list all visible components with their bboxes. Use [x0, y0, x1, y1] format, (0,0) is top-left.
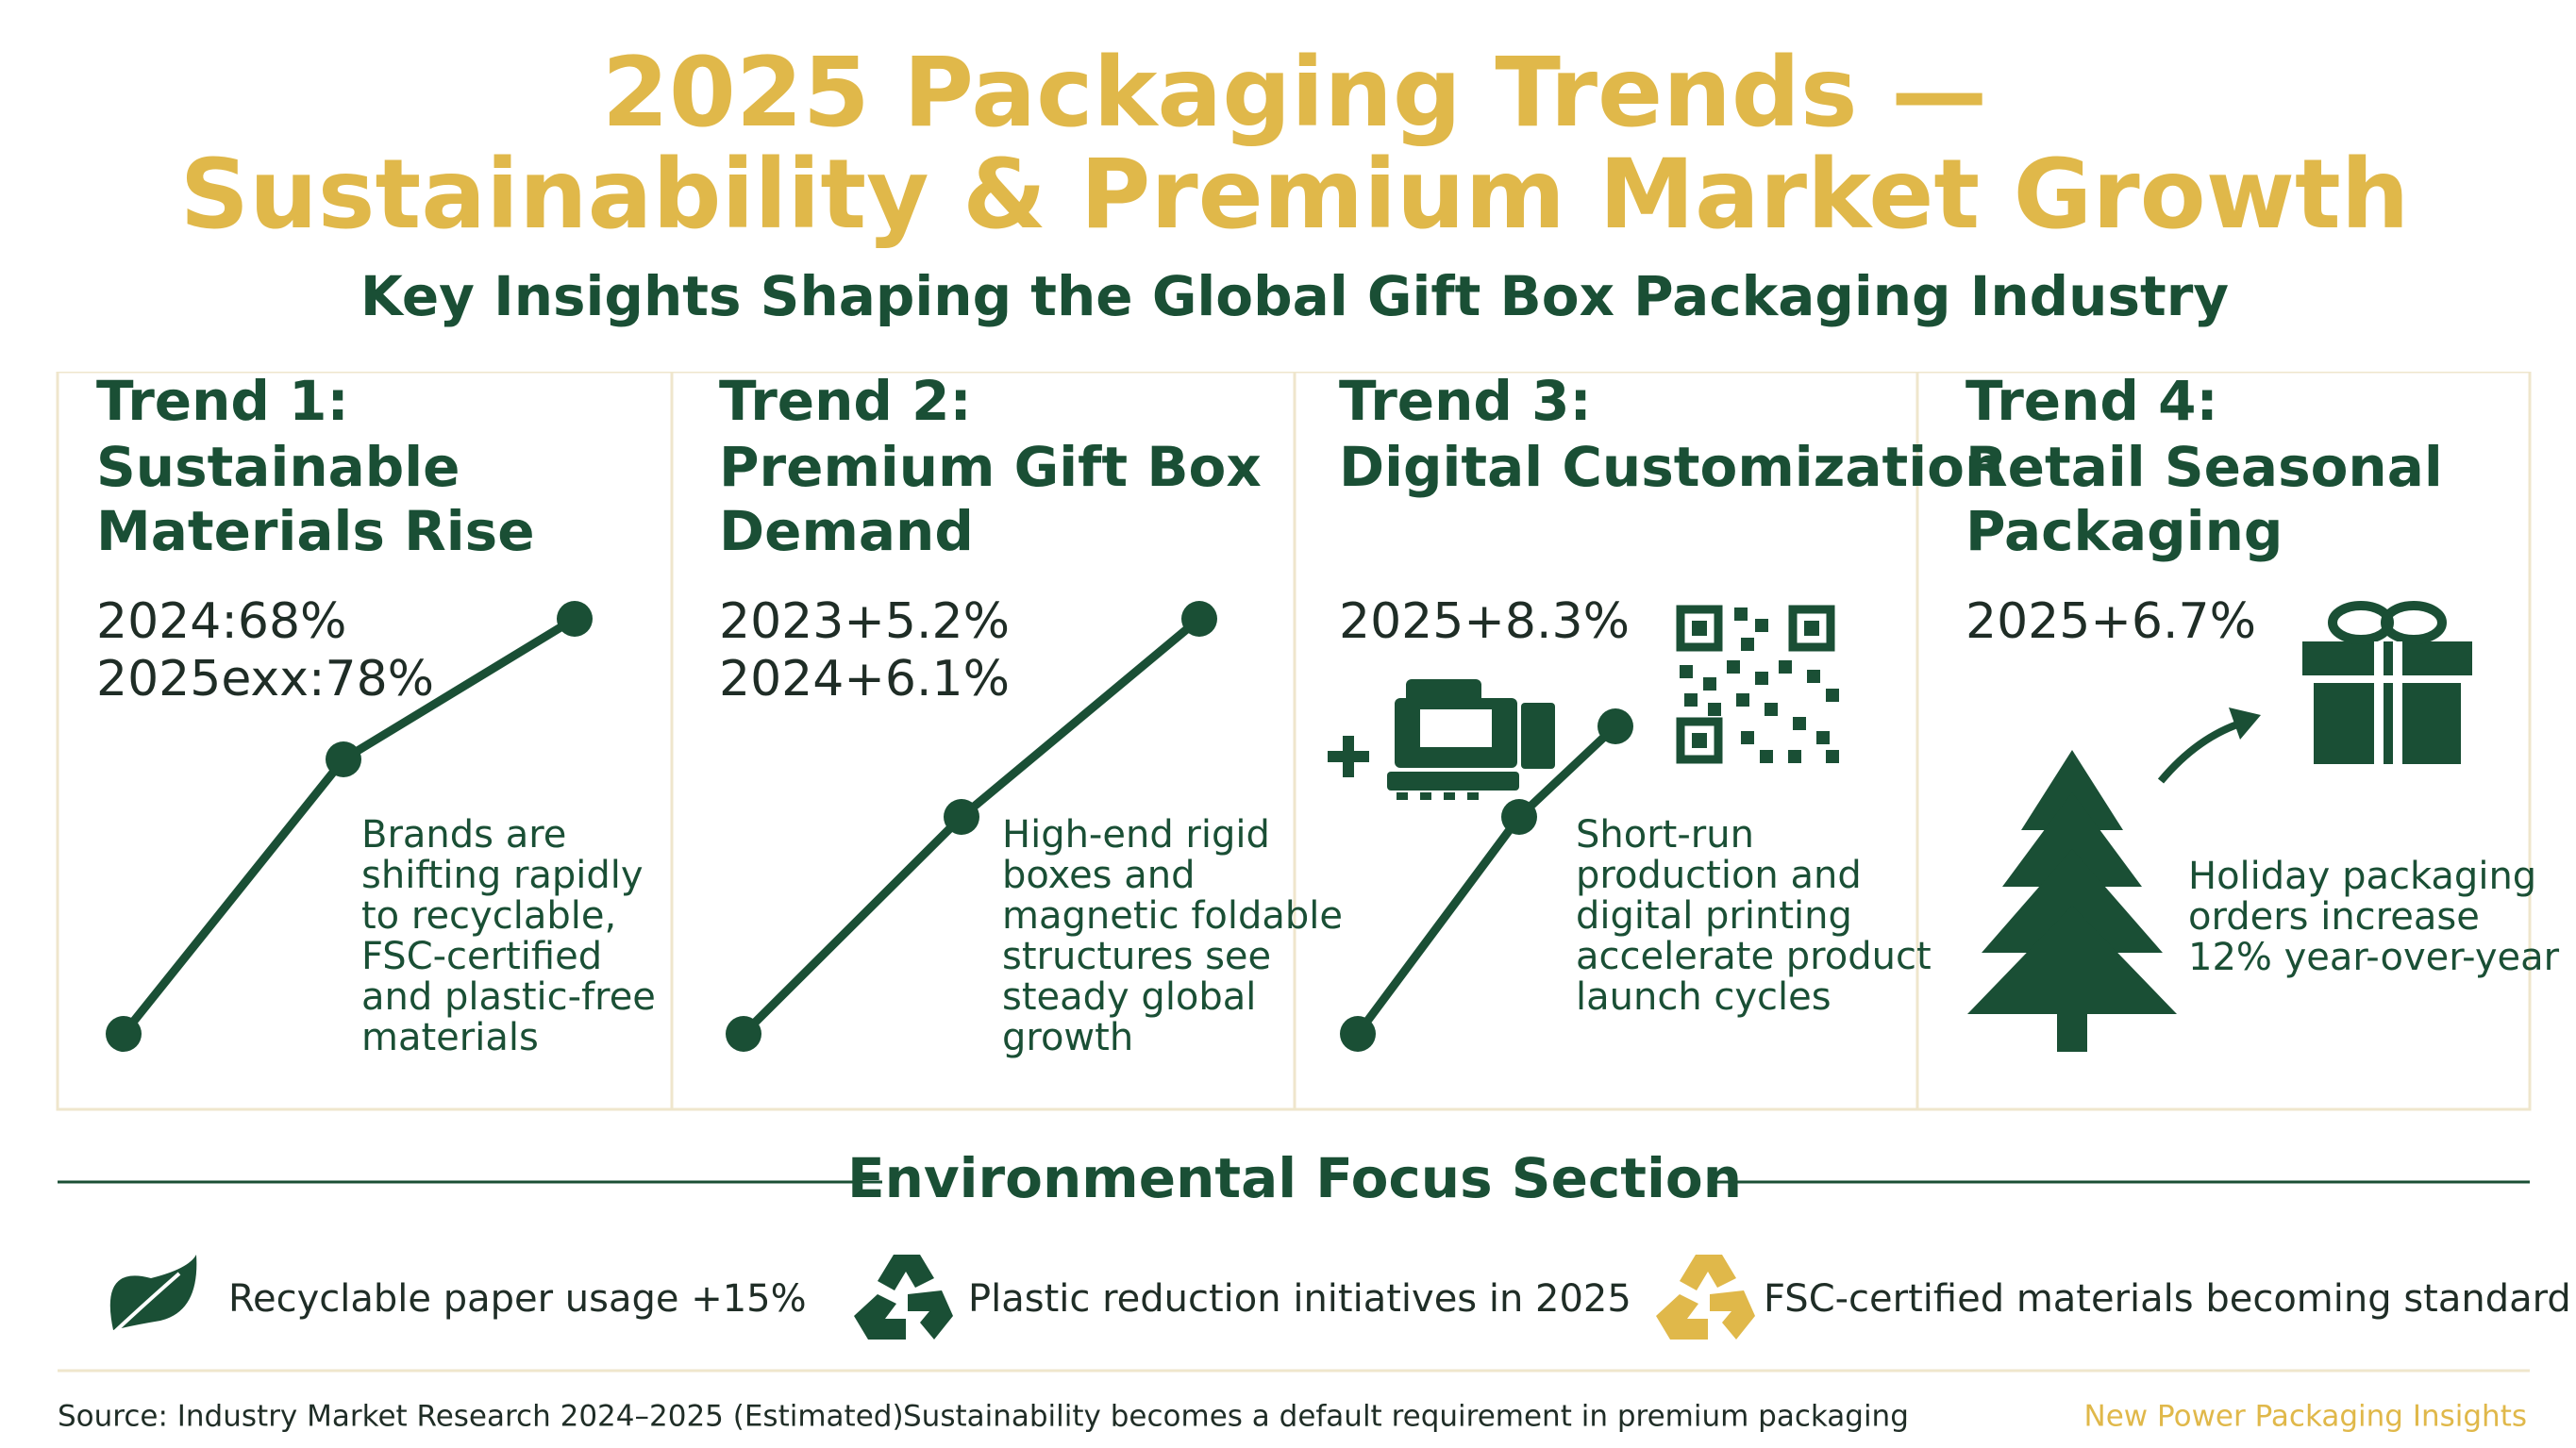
trend-label: Trend 2:: [719, 369, 972, 433]
title-line: Sustainability & Premium Market Growth: [180, 139, 2410, 251]
trend-title: Packaging: [1965, 499, 2283, 563]
trend-description: production and: [1576, 854, 1862, 897]
trend-description: and plastic-free: [361, 975, 656, 1019]
trend-dots: [106, 601, 1633, 1052]
trend-title: Premium Gift Box: [719, 435, 1262, 499]
recycle-icon: [854, 1255, 953, 1340]
env-item: FSC-certified materials becoming standar…: [1764, 1277, 2571, 1321]
trend-description: structures see: [1002, 935, 1271, 978]
env-item: Recyclable paper usage +15%: [228, 1277, 807, 1321]
section-title: Environmental Focus Section: [847, 1146, 1742, 1210]
trend-description: 12% year-over-year: [2188, 936, 2560, 979]
trend-description: accelerate product: [1576, 935, 1932, 978]
trend-description: boxes and: [1002, 854, 1196, 897]
trend-description: magnetic foldable: [1002, 894, 1343, 938]
trend-description: Holiday packaging: [2188, 855, 2536, 898]
trend-description: FSC-certified: [361, 935, 602, 978]
trend-stat: 2023+5.2%: [719, 593, 1010, 650]
trend-title: Sustainable: [96, 435, 460, 499]
arrow-icon: [2157, 707, 2261, 784]
trend-description: digital printing: [1576, 894, 1852, 938]
title-line: 2025 Packaging Trends —: [602, 37, 1987, 149]
trend-description: steady global: [1002, 975, 1256, 1019]
gift-icon: [2302, 601, 2472, 764]
trend-title: Materials Rise: [96, 499, 535, 563]
trend-stat: 2024+6.1%: [719, 651, 1010, 707]
frame-top-mask: [0, 358, 2576, 372]
trend-description: orders increase: [2188, 895, 2480, 939]
trend-title: Demand: [719, 499, 974, 563]
trend-label: Trend 1:: [96, 369, 349, 433]
trend-stat: 2024:68%: [96, 593, 346, 650]
printer-screen: [1420, 709, 1492, 747]
trend-stat: 2025+6.7%: [1965, 593, 2256, 650]
section-title-bg: [882, 1151, 1708, 1213]
gift-ribbon: [2302, 641, 2472, 764]
trend-description: to recyclable,: [361, 894, 616, 938]
footer-brand: New Power Packaging Insights: [2084, 1400, 2527, 1434]
trend-label: Trend 4:: [1965, 369, 2218, 433]
leaf-icon: [107, 1255, 197, 1340]
trend-description: High-end rigid: [1002, 813, 1270, 857]
env-item: Plastic reduction initiatives in 2025: [968, 1277, 1631, 1321]
trend-stat: 2025+8.3%: [1339, 593, 1630, 650]
recycle-icon-gold: [1656, 1255, 1755, 1340]
subtitle: Key Insights Shaping the Global Gift Box…: [360, 264, 2229, 328]
trend-description: growth: [1002, 1016, 1133, 1059]
tree-icon: [1967, 750, 2177, 1052]
footer-source: Source: Industry Market Research 2024–20…: [58, 1400, 904, 1434]
trend-description: launch cycles: [1576, 975, 1832, 1019]
footer-note: Sustainability becomes a default require…: [903, 1400, 1909, 1434]
trend-description: materials: [361, 1016, 539, 1059]
trend-description: shifting rapidly: [361, 854, 644, 897]
trend-title: Retail Seasonal: [1965, 435, 2443, 499]
trend-stat: 2025exx:78%: [96, 651, 434, 707]
trend-description: Short-run: [1576, 813, 1754, 857]
qr-code: [1676, 605, 1839, 764]
trend-description: Brands are: [361, 813, 566, 857]
trend-label: Trend 3:: [1339, 369, 1592, 433]
trend-title: Digital Customization: [1339, 435, 2003, 499]
